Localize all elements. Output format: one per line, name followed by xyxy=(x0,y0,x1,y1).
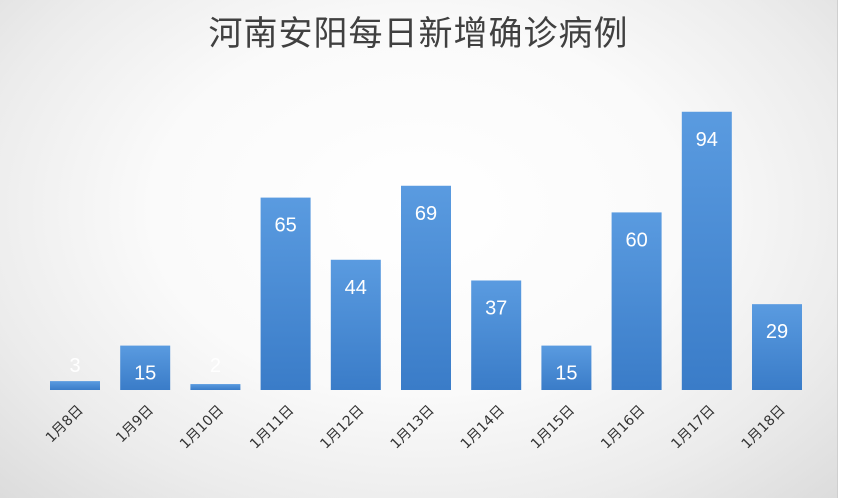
x-tick-label: 1月10日 xyxy=(177,402,227,452)
x-tick-label: 1月16日 xyxy=(598,402,648,452)
value-label: 15 xyxy=(134,363,156,385)
bar-1 xyxy=(50,381,100,390)
x-tick-label: 1月8日 xyxy=(43,402,87,446)
value-label: 29 xyxy=(766,321,788,343)
bar-11 xyxy=(752,304,802,390)
bar-7 xyxy=(471,280,522,390)
x-tick-label: 1月13日 xyxy=(388,402,438,452)
bar-9 xyxy=(611,212,662,390)
bar-4 xyxy=(260,197,311,390)
x-tick-label: 1月17日 xyxy=(668,402,718,452)
bar-5 xyxy=(330,259,381,390)
value-label: 69 xyxy=(415,203,437,225)
value-label: 60 xyxy=(625,229,647,251)
value-label: 65 xyxy=(274,215,296,237)
bar-10 xyxy=(681,111,732,390)
x-tick-label: 1月11日 xyxy=(247,402,297,452)
chart-title: 河南安阳每日新增确诊病例 xyxy=(208,14,629,54)
x-tick-label: 1月15日 xyxy=(528,402,578,452)
bar-2 xyxy=(120,345,171,390)
bar-8 xyxy=(541,345,592,390)
x-tick-label: 1月9日 xyxy=(113,402,157,446)
value-label: 15 xyxy=(555,363,577,385)
value-label: 44 xyxy=(345,277,367,299)
value-label: 3 xyxy=(69,355,80,377)
x-tick-label: 1月18日 xyxy=(739,402,789,452)
value-label: 2 xyxy=(210,355,221,377)
bar-3 xyxy=(190,384,241,390)
value-label: 94 xyxy=(696,129,718,151)
x-tick-label: 1月14日 xyxy=(458,402,508,452)
bar-6 xyxy=(401,185,451,390)
value-label: 37 xyxy=(485,297,507,319)
x-tick-label: 1月12日 xyxy=(317,402,367,452)
